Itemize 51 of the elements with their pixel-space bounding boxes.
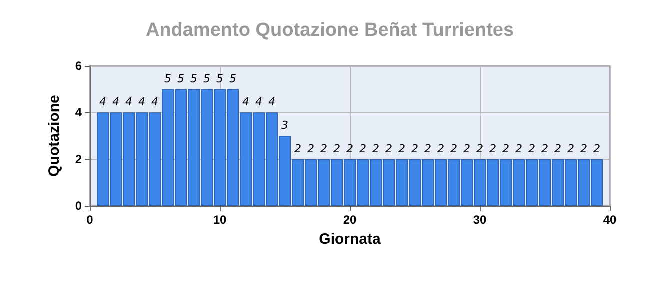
data-label: 2 [528,142,536,156]
data-label: 2 [490,142,496,156]
data-label: 2 [502,142,510,156]
data-label: 4 [256,96,262,109]
x-tick-label: 10 [213,213,227,227]
data-label: 2 [438,142,444,156]
data-label: 2 [346,142,354,156]
data-label: 2 [516,142,522,156]
data-label: 2 [450,142,458,156]
data-label: 5 [230,72,236,86]
x-tick-label: 30 [473,213,487,227]
data-label: 2 [360,142,366,156]
data-label: 5 [164,72,172,86]
data-label: 2 [580,142,588,156]
y-tick-label: 0 [75,199,82,213]
data-label: 4 [242,96,250,109]
data-label: 2 [334,142,340,156]
data-label: 2 [424,142,432,156]
data-label: 2 [372,142,380,156]
data-label: 5 [190,72,198,86]
data-label: 4 [112,96,120,109]
data-label: 2 [320,142,328,156]
data-label: 2 [568,142,574,156]
data-label: 2 [594,142,600,156]
data-label: 2 [398,142,406,156]
data-label: 2 [476,142,484,156]
data-label: 4 [100,96,106,109]
data-label: 4 [152,96,158,109]
x-axis-title: Giornata [319,231,382,248]
data-label: 2 [308,142,314,156]
y-tick-label: 2 [75,152,82,166]
x-tick-label: 20 [343,213,357,227]
chart-title: Andamento Quotazione Beñat Turrientes [146,20,514,41]
data-label: 5 [204,72,210,86]
data-label: 3 [282,119,288,132]
data-label: 2 [464,142,470,156]
data-label: 5 [216,72,224,86]
data-label: 4 [126,96,132,109]
data-label: 2 [386,142,392,156]
x-tick-label: 40 [603,213,617,227]
y-axis-title: Quotazione [46,95,63,177]
y-tick-label: 6 [75,59,82,73]
data-label: 4 [268,96,276,109]
data-label: 4 [138,96,146,109]
y-tick-label: 4 [75,106,82,120]
x-tick-label: 0 [86,213,94,227]
data-label: 2 [294,142,302,156]
data-label: 5 [178,72,184,86]
data-label: 2 [542,142,548,156]
data-label: 2 [412,142,418,156]
data-label: 2 [554,142,562,156]
